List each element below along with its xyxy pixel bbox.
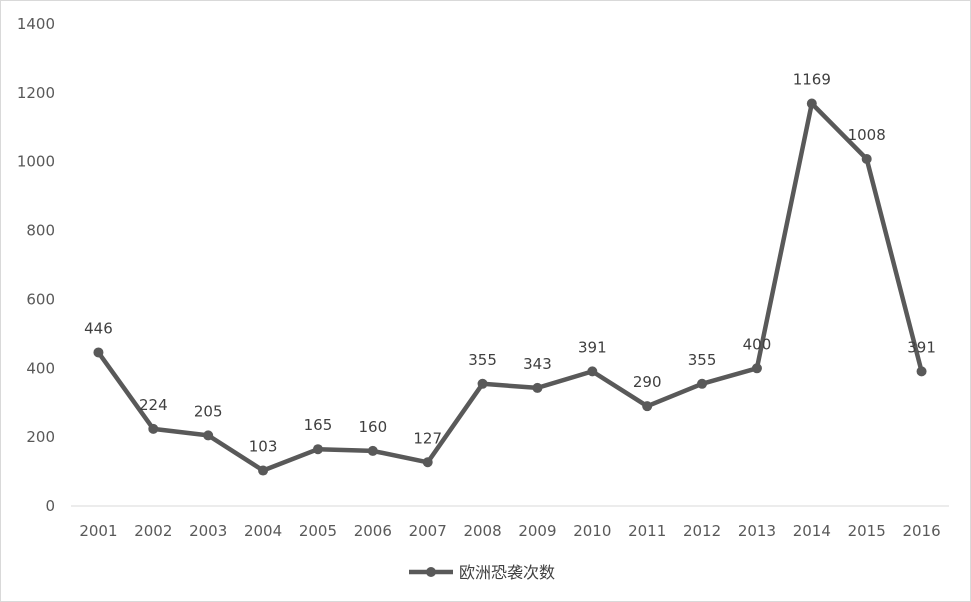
y-tick-label: 800 (26, 222, 55, 240)
data-label: 165 (304, 416, 333, 434)
data-label: 103 (249, 438, 278, 456)
x-axis-tick-labels: 2001 2002 2003 2004 2005 2006 2007 2008 2009 2010… (79, 522, 940, 540)
legend-dot-marker (426, 567, 436, 577)
data-point (642, 401, 653, 412)
data-label: 1169 (793, 71, 831, 89)
data-point (532, 382, 543, 393)
x-tick-label: 2015 (848, 522, 886, 540)
y-tick-label: 200 (26, 428, 55, 446)
data-point (312, 444, 323, 455)
x-tick-label: 2004 (244, 522, 282, 540)
y-tick-label: 1000 (17, 153, 55, 171)
data-point (93, 347, 104, 358)
y-axis-tick-labels: 0 200 400 600 800 1000 1200 1400 (17, 15, 55, 515)
data-label: 391 (578, 338, 607, 356)
x-tick-label: 2007 (409, 522, 447, 540)
data-label: 355 (688, 351, 717, 369)
data-point (587, 366, 598, 377)
x-tick-label: 2001 (79, 522, 117, 540)
data-point (806, 98, 817, 109)
series-line (96, 101, 924, 473)
data-point (422, 457, 433, 468)
data-label: 446 (84, 319, 113, 337)
data-label: 391 (907, 338, 936, 356)
legend-label: 欧洲恐袭次数 (459, 563, 555, 582)
data-point (203, 430, 214, 441)
data-label: 127 (413, 429, 442, 447)
data-label: 1008 (848, 126, 886, 144)
x-tick-label: 2006 (354, 522, 392, 540)
x-tick-label: 2003 (189, 522, 227, 540)
data-point (148, 423, 159, 434)
y-tick-label: 600 (26, 290, 55, 308)
data-point (861, 153, 872, 164)
x-tick-label: 2014 (793, 522, 831, 540)
data-label: 343 (523, 355, 552, 373)
data-labels: 446 224 205 103 165 160 127 355 343 391 290 355 400 1… (84, 71, 936, 456)
data-label: 205 (194, 402, 223, 420)
x-tick-label: 2002 (134, 522, 172, 540)
x-tick-label: 2010 (573, 522, 611, 540)
x-tick-label: 2016 (902, 522, 940, 540)
data-point (751, 363, 762, 374)
data-point (916, 366, 927, 377)
x-tick-label: 2005 (299, 522, 337, 540)
y-tick-label: 0 (45, 497, 55, 515)
data-label: 400 (743, 335, 772, 353)
data-label: 224 (139, 396, 168, 414)
data-point (258, 465, 269, 476)
data-points (93, 98, 927, 476)
data-point (477, 378, 488, 389)
x-tick-label: 2009 (518, 522, 556, 540)
data-point (697, 378, 708, 389)
legend: 欧洲恐袭次数 (409, 563, 555, 582)
x-tick-label: 2011 (628, 522, 666, 540)
x-tick-label: 2012 (683, 522, 721, 540)
x-tick-label: 2013 (738, 522, 776, 540)
x-tick-label: 2008 (463, 522, 501, 540)
y-tick-label: 400 (26, 359, 55, 377)
y-tick-label: 1200 (17, 84, 55, 102)
y-tick-label: 1400 (17, 15, 55, 33)
data-point (367, 445, 378, 456)
data-label: 355 (468, 351, 497, 369)
data-label: 290 (633, 373, 662, 391)
data-label: 160 (358, 418, 387, 436)
